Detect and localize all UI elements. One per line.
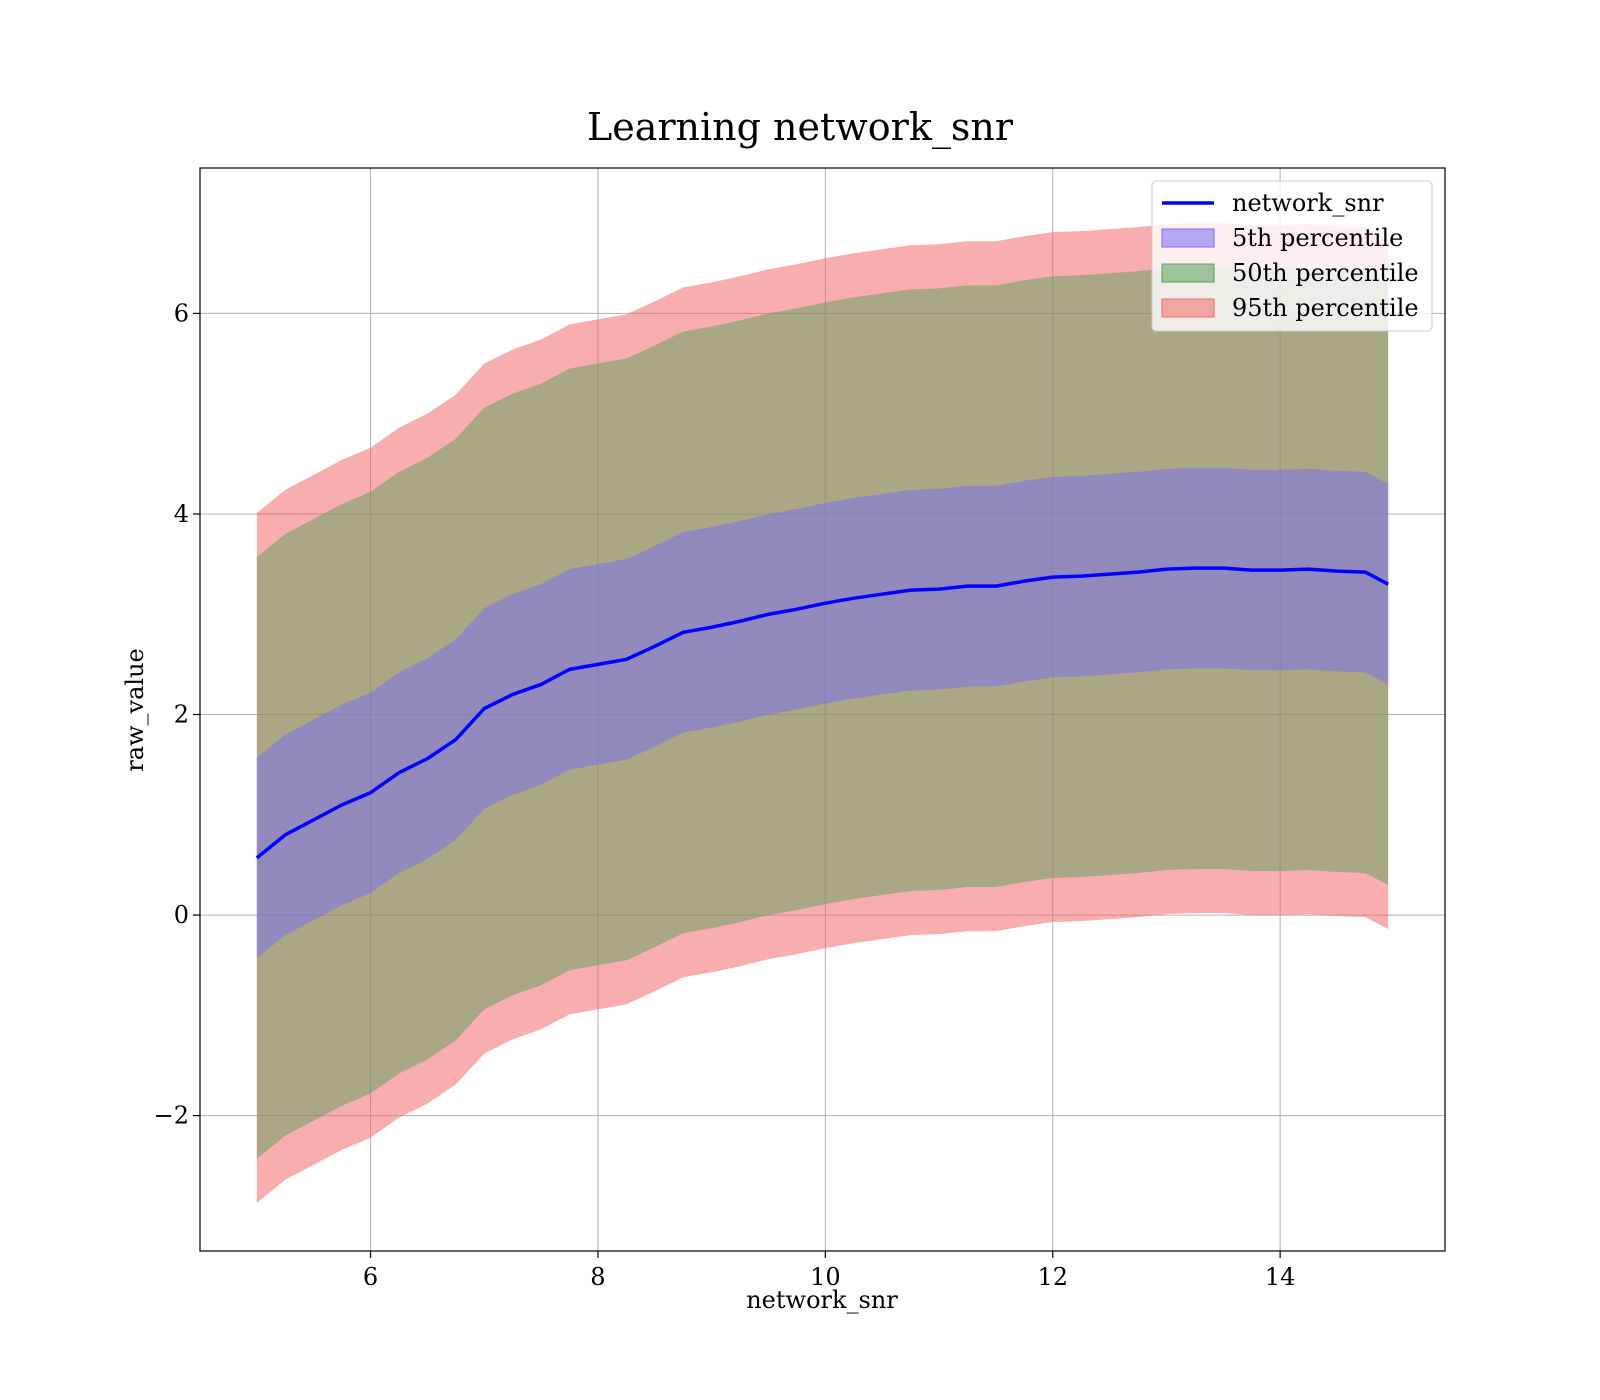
y-tick-label: −2 — [154, 1102, 189, 1130]
y-axis-label: raw_value — [121, 648, 149, 772]
plot-area-frame — [199, 167, 1446, 1252]
series-line-network-snr — [255, 566, 1389, 860]
ticks: 6 8 10 12 14 −2 0 2 4 6 — [154, 299, 1296, 1291]
x-tick-label: 6 — [363, 1263, 378, 1291]
legend-patch-swatch — [1161, 228, 1215, 248]
y-tick-label: 2 — [174, 701, 189, 729]
x-tick-label: 8 — [590, 1263, 605, 1291]
x-tick-label: 12 — [1037, 1263, 1068, 1291]
y-tick-label: 6 — [174, 299, 189, 327]
band-5th-percentile — [256, 467, 1389, 959]
y-tick-label: 0 — [174, 901, 189, 929]
chart-title: Learning network_snr — [587, 105, 1014, 150]
percentile-bands — [256, 223, 1389, 1203]
legend-box — [1151, 180, 1433, 332]
y-tick-label: 4 — [174, 500, 189, 528]
x-tick-label: 14 — [1265, 1263, 1296, 1291]
legend-label: 50th percentile — [1232, 259, 1419, 287]
x-axis-label: network_snr — [746, 1286, 898, 1314]
legend-label: 95th percentile — [1232, 294, 1419, 322]
legend-patch-swatch — [1161, 298, 1215, 318]
legend-patch-swatch — [1161, 263, 1215, 283]
x-tick-label: 10 — [810, 1263, 841, 1291]
legend-label: 5th percentile — [1232, 224, 1403, 252]
legend-label: network_snr — [1232, 189, 1384, 217]
series-lines — [255, 566, 1389, 860]
legend: network_snr 5th percentile 50th percentile… — [1151, 180, 1433, 332]
